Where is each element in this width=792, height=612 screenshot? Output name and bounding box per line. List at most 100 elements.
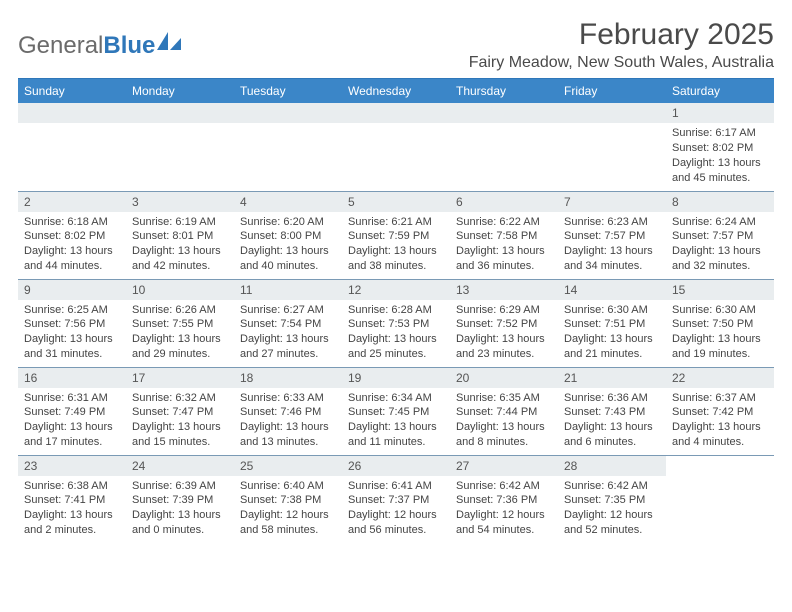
daylight-line: Daylight: 13 hours and 13 minutes. bbox=[240, 420, 336, 450]
sunrise-line: Sunrise: 6:32 AM bbox=[132, 391, 228, 406]
sunset-line: Sunset: 7:50 PM bbox=[672, 317, 768, 332]
sunset-line: Sunset: 8:01 PM bbox=[132, 229, 228, 244]
daylight-line: Daylight: 13 hours and 15 minutes. bbox=[132, 420, 228, 450]
calendar-cell: 28Sunrise: 6:42 AMSunset: 7:35 PMDayligh… bbox=[558, 455, 666, 543]
weekday-header: Monday bbox=[126, 79, 234, 103]
daylight-line: Daylight: 13 hours and 19 minutes. bbox=[672, 332, 768, 362]
weekday-header: Sunday bbox=[18, 79, 126, 103]
day-details: Sunrise: 6:41 AMSunset: 7:37 PMDaylight:… bbox=[342, 476, 450, 542]
day-details: Sunrise: 6:24 AMSunset: 7:57 PMDaylight:… bbox=[666, 212, 774, 278]
calendar-cell: 16Sunrise: 6:31 AMSunset: 7:49 PMDayligh… bbox=[18, 367, 126, 455]
calendar-cell: 23Sunrise: 6:38 AMSunset: 7:41 PMDayligh… bbox=[18, 455, 126, 543]
logo-general: General bbox=[18, 32, 103, 59]
calendar-cell: 24Sunrise: 6:39 AMSunset: 7:39 PMDayligh… bbox=[126, 455, 234, 543]
logo: GeneralBlue bbox=[18, 32, 183, 60]
weekday-header: Thursday bbox=[450, 79, 558, 103]
sunset-line: Sunset: 7:58 PM bbox=[456, 229, 552, 244]
daylight-line: Daylight: 13 hours and 34 minutes. bbox=[564, 244, 660, 274]
sunrise-line: Sunrise: 6:19 AM bbox=[132, 215, 228, 230]
calendar-cell bbox=[558, 103, 666, 191]
day-details: Sunrise: 6:25 AMSunset: 7:56 PMDaylight:… bbox=[18, 300, 126, 366]
month-title: February 2025 bbox=[469, 18, 774, 52]
day-number: 21 bbox=[558, 368, 666, 388]
daylight-line: Daylight: 13 hours and 38 minutes. bbox=[348, 244, 444, 274]
day-number: 27 bbox=[450, 456, 558, 476]
location: Fairy Meadow, New South Wales, Australia bbox=[469, 54, 774, 72]
daylight-line: Daylight: 13 hours and 36 minutes. bbox=[456, 244, 552, 274]
calendar-cell: 7Sunrise: 6:23 AMSunset: 7:57 PMDaylight… bbox=[558, 191, 666, 279]
sunset-line: Sunset: 7:51 PM bbox=[564, 317, 660, 332]
weekday-header: Friday bbox=[558, 79, 666, 103]
weekday-header: Tuesday bbox=[234, 79, 342, 103]
day-number: 22 bbox=[666, 368, 774, 388]
sunrise-line: Sunrise: 6:41 AM bbox=[348, 479, 444, 494]
calendar-cell: 13Sunrise: 6:29 AMSunset: 7:52 PMDayligh… bbox=[450, 279, 558, 367]
day-details: Sunrise: 6:42 AMSunset: 7:35 PMDaylight:… bbox=[558, 476, 666, 542]
sunset-line: Sunset: 7:41 PM bbox=[24, 493, 120, 508]
weekday-header: Wednesday bbox=[342, 79, 450, 103]
daylight-line: Daylight: 13 hours and 8 minutes. bbox=[456, 420, 552, 450]
daylight-line: Daylight: 12 hours and 52 minutes. bbox=[564, 508, 660, 538]
calendar-cell bbox=[126, 103, 234, 191]
sunrise-line: Sunrise: 6:42 AM bbox=[564, 479, 660, 494]
sunrise-line: Sunrise: 6:30 AM bbox=[672, 303, 768, 318]
sunset-line: Sunset: 7:57 PM bbox=[564, 229, 660, 244]
daylight-line: Daylight: 13 hours and 29 minutes. bbox=[132, 332, 228, 362]
day-details: Sunrise: 6:37 AMSunset: 7:42 PMDaylight:… bbox=[666, 388, 774, 454]
sunset-line: Sunset: 7:36 PM bbox=[456, 493, 552, 508]
daylight-line: Daylight: 13 hours and 6 minutes. bbox=[564, 420, 660, 450]
day-details: Sunrise: 6:17 AMSunset: 8:02 PMDaylight:… bbox=[666, 123, 774, 189]
calendar-cell: 11Sunrise: 6:27 AMSunset: 7:54 PMDayligh… bbox=[234, 279, 342, 367]
sunrise-line: Sunrise: 6:42 AM bbox=[456, 479, 552, 494]
sunset-line: Sunset: 7:49 PM bbox=[24, 405, 120, 420]
day-number: 12 bbox=[342, 280, 450, 300]
day-details: Sunrise: 6:22 AMSunset: 7:58 PMDaylight:… bbox=[450, 212, 558, 278]
sunset-line: Sunset: 7:35 PM bbox=[564, 493, 660, 508]
day-number: 14 bbox=[558, 280, 666, 300]
calendar-cell: 25Sunrise: 6:40 AMSunset: 7:38 PMDayligh… bbox=[234, 455, 342, 543]
calendar-cell: 14Sunrise: 6:30 AMSunset: 7:51 PMDayligh… bbox=[558, 279, 666, 367]
day-number: 15 bbox=[666, 280, 774, 300]
day-number: 2 bbox=[18, 192, 126, 212]
calendar-cell: 18Sunrise: 6:33 AMSunset: 7:46 PMDayligh… bbox=[234, 367, 342, 455]
sunrise-line: Sunrise: 6:25 AM bbox=[24, 303, 120, 318]
day-number: 25 bbox=[234, 456, 342, 476]
sunset-line: Sunset: 7:57 PM bbox=[672, 229, 768, 244]
sunrise-line: Sunrise: 6:21 AM bbox=[348, 215, 444, 230]
calendar-cell: 26Sunrise: 6:41 AMSunset: 7:37 PMDayligh… bbox=[342, 455, 450, 543]
sunset-line: Sunset: 7:56 PM bbox=[24, 317, 120, 332]
calendar-cell bbox=[234, 103, 342, 191]
day-details: Sunrise: 6:21 AMSunset: 7:59 PMDaylight:… bbox=[342, 212, 450, 278]
sunset-line: Sunset: 7:44 PM bbox=[456, 405, 552, 420]
daylight-line: Daylight: 12 hours and 56 minutes. bbox=[348, 508, 444, 538]
day-number: 18 bbox=[234, 368, 342, 388]
calendar-cell: 9Sunrise: 6:25 AMSunset: 7:56 PMDaylight… bbox=[18, 279, 126, 367]
day-number: 20 bbox=[450, 368, 558, 388]
daylight-line: Daylight: 13 hours and 45 minutes. bbox=[672, 156, 768, 186]
empty-day-bar bbox=[234, 103, 342, 123]
weekday-header-row: SundayMondayTuesdayWednesdayThursdayFrid… bbox=[18, 79, 774, 103]
sunrise-line: Sunrise: 6:37 AM bbox=[672, 391, 768, 406]
calendar-cell: 6Sunrise: 6:22 AMSunset: 7:58 PMDaylight… bbox=[450, 191, 558, 279]
calendar-cell: 19Sunrise: 6:34 AMSunset: 7:45 PMDayligh… bbox=[342, 367, 450, 455]
sunrise-line: Sunrise: 6:24 AM bbox=[672, 215, 768, 230]
empty-day-bar bbox=[558, 103, 666, 123]
day-details: Sunrise: 6:27 AMSunset: 7:54 PMDaylight:… bbox=[234, 300, 342, 366]
day-number: 4 bbox=[234, 192, 342, 212]
day-number: 3 bbox=[126, 192, 234, 212]
sunset-line: Sunset: 7:55 PM bbox=[132, 317, 228, 332]
calendar-cell bbox=[666, 455, 774, 543]
calendar-cell: 8Sunrise: 6:24 AMSunset: 7:57 PMDaylight… bbox=[666, 191, 774, 279]
sunrise-line: Sunrise: 6:35 AM bbox=[456, 391, 552, 406]
calendar-cell: 2Sunrise: 6:18 AMSunset: 8:02 PMDaylight… bbox=[18, 191, 126, 279]
empty-day-bar bbox=[126, 103, 234, 123]
daylight-line: Daylight: 13 hours and 23 minutes. bbox=[456, 332, 552, 362]
logo-blue: Blue bbox=[103, 32, 155, 59]
day-details: Sunrise: 6:40 AMSunset: 7:38 PMDaylight:… bbox=[234, 476, 342, 542]
sunset-line: Sunset: 7:37 PM bbox=[348, 493, 444, 508]
sunrise-line: Sunrise: 6:17 AM bbox=[672, 126, 768, 141]
day-details: Sunrise: 6:39 AMSunset: 7:39 PMDaylight:… bbox=[126, 476, 234, 542]
day-number: 5 bbox=[342, 192, 450, 212]
sunset-line: Sunset: 7:42 PM bbox=[672, 405, 768, 420]
daylight-line: Daylight: 13 hours and 2 minutes. bbox=[24, 508, 120, 538]
